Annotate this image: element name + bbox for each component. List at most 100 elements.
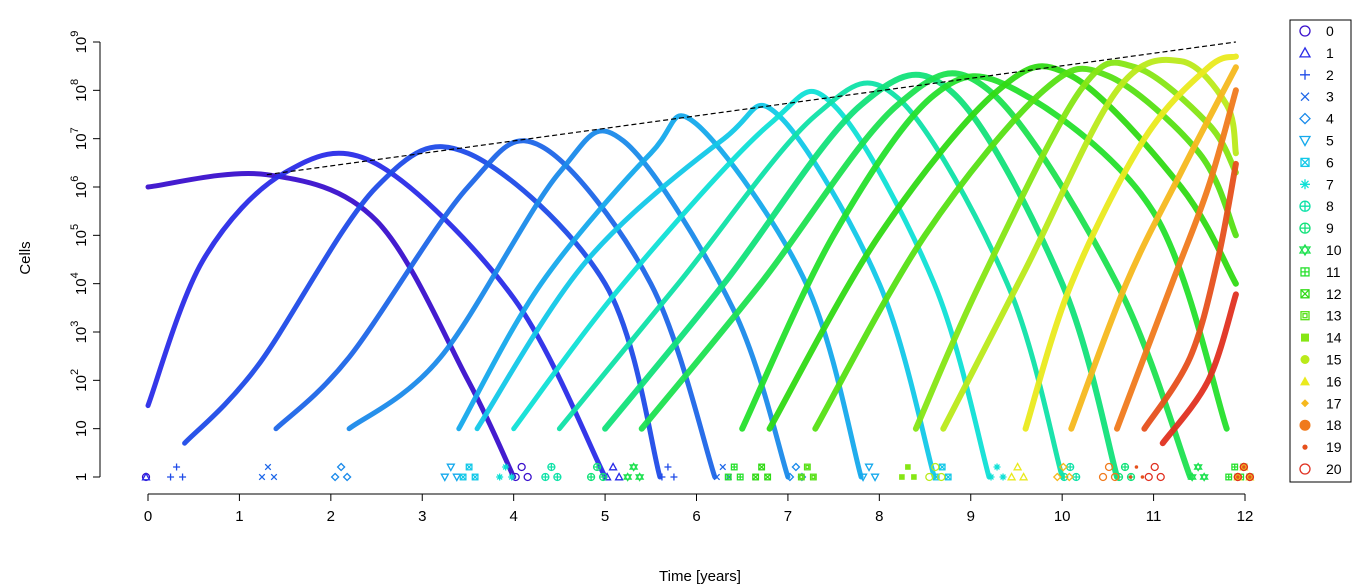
legend-label-5: 5: [1326, 133, 1334, 149]
series-19-line: [1141, 160, 1239, 432]
envelope-line: [266, 41, 1236, 176]
series-2-point: [658, 473, 666, 481]
legend-label-20: 20: [1326, 461, 1342, 477]
legend-marker-1-icon: [1298, 46, 1312, 58]
series-7-point: [993, 463, 1001, 471]
series-20-point: [1233, 472, 1243, 482]
series-4-point: [785, 472, 795, 482]
x-tick-label: 7: [784, 508, 792, 525]
legend-label-9: 9: [1326, 220, 1334, 236]
legend-marker-6-icon: [1300, 157, 1310, 168]
legend-marker-17-icon: [1301, 399, 1309, 408]
series-5-point: [864, 463, 874, 472]
series-18-line: [1114, 87, 1239, 432]
x-tick-label: 9: [967, 508, 975, 525]
x-tick-label: 2: [327, 508, 335, 525]
legend-marker-18-icon: [1299, 419, 1311, 431]
series-14-point: [905, 464, 911, 470]
series-20-point: [1239, 462, 1249, 472]
series-3-point: [713, 473, 721, 481]
series-18-point: [1110, 472, 1120, 482]
legend-label-13: 13: [1326, 308, 1342, 324]
plot-curves: [141, 53, 1255, 482]
series-10-point: [1199, 472, 1209, 482]
series-13-point: [797, 473, 805, 481]
series-2-line: [182, 144, 663, 480]
series-4-point: [336, 462, 346, 472]
series-12-line: [766, 63, 1239, 432]
series-5-point: [858, 473, 868, 482]
series-20-point: [1150, 462, 1159, 472]
series-7-line: [511, 88, 992, 480]
x-tick-label: 0: [144, 508, 152, 525]
series-19-point: [1140, 475, 1145, 479]
series-4-point: [330, 472, 340, 482]
series-10: [622, 70, 1209, 482]
series-3-line: [273, 138, 718, 480]
x-tick-label: 4: [509, 508, 517, 525]
series-16-point: [1018, 472, 1029, 481]
series-0: [141, 170, 532, 482]
series-9-point: [592, 462, 602, 472]
legend-marker-10-icon: [1298, 243, 1312, 257]
series-20-point: [1144, 472, 1153, 482]
legend-label-15: 15: [1326, 352, 1342, 368]
x-tick-label: 5: [601, 508, 609, 525]
plot-envelope: [266, 41, 1236, 176]
series-16-point: [1012, 462, 1023, 471]
series-1: [141, 150, 624, 481]
series-5-point: [452, 473, 462, 482]
series-19-point: [1248, 475, 1252, 479]
y-tick-label: 103: [69, 321, 90, 344]
legend-label-17: 17: [1326, 395, 1342, 411]
legend-marker-19-icon: [1302, 444, 1308, 450]
series-17-point: [1064, 472, 1074, 482]
series-8-point: [541, 472, 550, 482]
series-20: [1144, 291, 1255, 482]
series-9-point: [586, 472, 596, 482]
y-axis-title: Cells: [17, 241, 34, 274]
series-7-point: [502, 463, 510, 471]
series-0-point: [523, 472, 532, 482]
series-7: [496, 88, 1007, 481]
series-20-point: [1245, 472, 1255, 482]
series-14-point: [899, 474, 905, 480]
series-17-point: [1058, 462, 1068, 472]
series-19-point: [1128, 475, 1133, 479]
series-7-point: [508, 473, 516, 481]
series-11-point: [730, 463, 738, 471]
series-3-point: [719, 463, 727, 471]
legend-label-6: 6: [1326, 154, 1334, 170]
series-10-point: [634, 472, 645, 482]
series-18-point: [1104, 462, 1114, 472]
series-10-point: [622, 472, 633, 482]
series-10-point: [1187, 472, 1197, 482]
series-4-line: [346, 128, 791, 480]
series-12-point: [752, 473, 760, 481]
legend-label-2: 2: [1326, 67, 1334, 83]
series-3-point: [270, 473, 278, 481]
series-6-point: [459, 473, 467, 481]
legend-marker-4-icon: [1299, 112, 1311, 125]
series-5-point: [440, 473, 450, 482]
legend-marker-14-icon: [1301, 333, 1309, 342]
legend-label-19: 19: [1326, 439, 1342, 455]
y-tick-label: 1: [73, 473, 90, 481]
legend-label-18: 18: [1326, 417, 1342, 433]
legend-marker-8-icon: [1299, 200, 1311, 212]
x-axis-title: Time [years]: [659, 568, 741, 585]
series-7-point: [496, 473, 504, 481]
series-9-line: [602, 71, 1120, 480]
x-tick-label: 6: [692, 508, 700, 525]
series-17: [1052, 64, 1255, 482]
series-8-line: [556, 80, 1065, 480]
series-8-point: [553, 472, 562, 482]
y-axis: 1 10 102 103 104 105 106 107 108 109: [69, 31, 101, 481]
y-tick-label: 105: [69, 224, 90, 247]
series-3-point: [264, 463, 272, 471]
series-2: [167, 144, 678, 481]
series-6-point: [944, 473, 952, 481]
legend-label-12: 12: [1326, 286, 1342, 302]
series-13-point: [803, 463, 811, 471]
series-15-point: [925, 472, 934, 482]
